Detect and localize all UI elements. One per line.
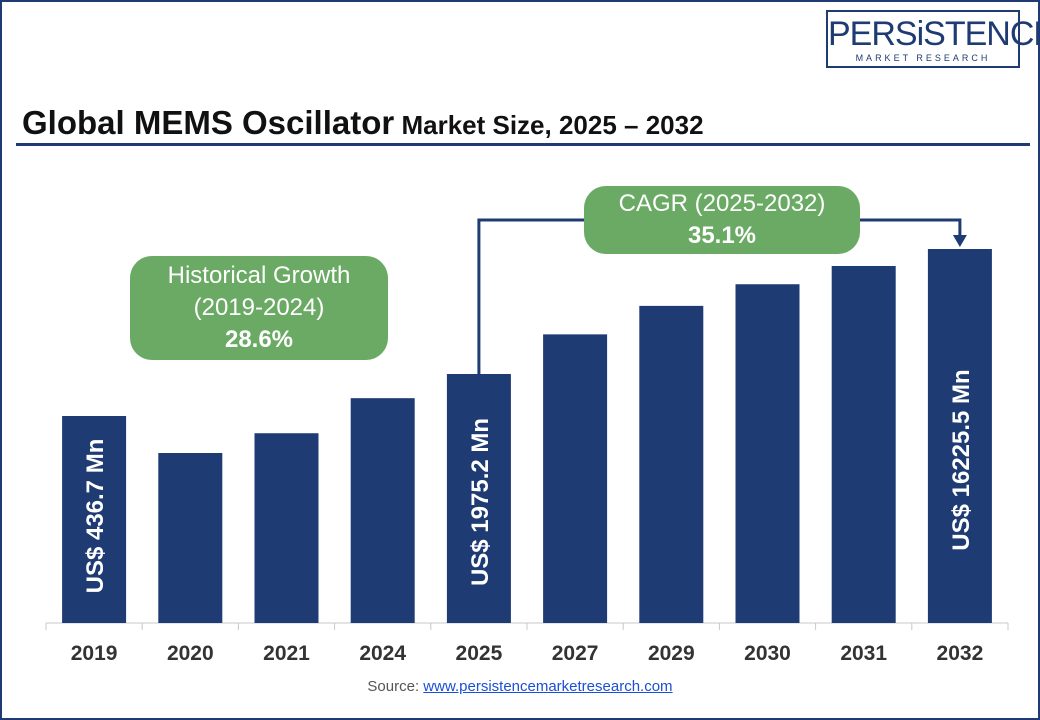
bar-2031 bbox=[831, 265, 896, 623]
logo-wordmark: PERSiSTENCE bbox=[828, 15, 1040, 53]
data-label-2032: US$ 16225.5 Mn bbox=[948, 369, 975, 550]
historical-growth-period: (2019-2024) bbox=[193, 294, 325, 321]
chart-title-main: Global MEMS Oscillator bbox=[22, 104, 395, 141]
cagr-arrow-icon bbox=[952, 235, 967, 247]
title-underline bbox=[16, 143, 1030, 146]
bar-2024 bbox=[350, 398, 415, 623]
source-label: Source: bbox=[367, 678, 424, 695]
x-tick-label-2019: 2019 bbox=[71, 642, 118, 665]
data-label-2025: US$ 1975.2 Mn bbox=[467, 418, 494, 586]
historical-growth-label: Historical Growth bbox=[167, 262, 351, 289]
historical-growth-value: 28.6% bbox=[224, 326, 294, 353]
cagr-label: CAGR (2025-2032) bbox=[618, 190, 826, 217]
chart-title: Global MEMS Oscillator Market Size, 2025… bbox=[22, 104, 704, 142]
chart-title-rest: Market Size, 2025 – 2032 bbox=[394, 110, 704, 140]
bar-2020 bbox=[158, 453, 223, 623]
data-label-2019: US$ 436.7 Mn bbox=[82, 439, 109, 594]
x-tick-label-2024: 2024 bbox=[359, 642, 406, 665]
x-tick-label-2032: 2032 bbox=[937, 642, 984, 665]
bar-2021 bbox=[254, 433, 319, 623]
cagr-callout: CAGR (2025-2032) 35.1% bbox=[584, 186, 860, 254]
x-tick-label-2030: 2030 bbox=[744, 642, 791, 665]
brand-logo: PERSiSTENCE MARKET RESEARCH bbox=[826, 10, 1040, 68]
historical-growth-callout: Historical Growth (2019-2024) 28.6% bbox=[130, 256, 388, 360]
source-link[interactable]: www.persistencemarketresearch.com bbox=[423, 678, 673, 695]
bar-2025 bbox=[446, 374, 511, 623]
x-tick-label-2020: 2020 bbox=[167, 642, 214, 665]
x-tick-label-2021: 2021 bbox=[263, 642, 310, 665]
source-line: Source: www.persistencemarketresearch.co… bbox=[0, 678, 1040, 695]
bar-2019 bbox=[62, 416, 127, 623]
bar-2032 bbox=[927, 249, 992, 623]
x-tick-label-2025: 2025 bbox=[456, 642, 503, 665]
bar-2029 bbox=[639, 305, 704, 623]
logo-tagline: MARKET RESEARCH bbox=[855, 53, 991, 63]
x-tick-label-2029: 2029 bbox=[648, 642, 695, 665]
x-tick-label-2031: 2031 bbox=[840, 642, 887, 665]
x-tick-label-2027: 2027 bbox=[552, 642, 599, 665]
cagr-value: 35.1% bbox=[687, 222, 757, 249]
bar-2027 bbox=[543, 334, 608, 623]
bar-2030 bbox=[735, 284, 800, 623]
